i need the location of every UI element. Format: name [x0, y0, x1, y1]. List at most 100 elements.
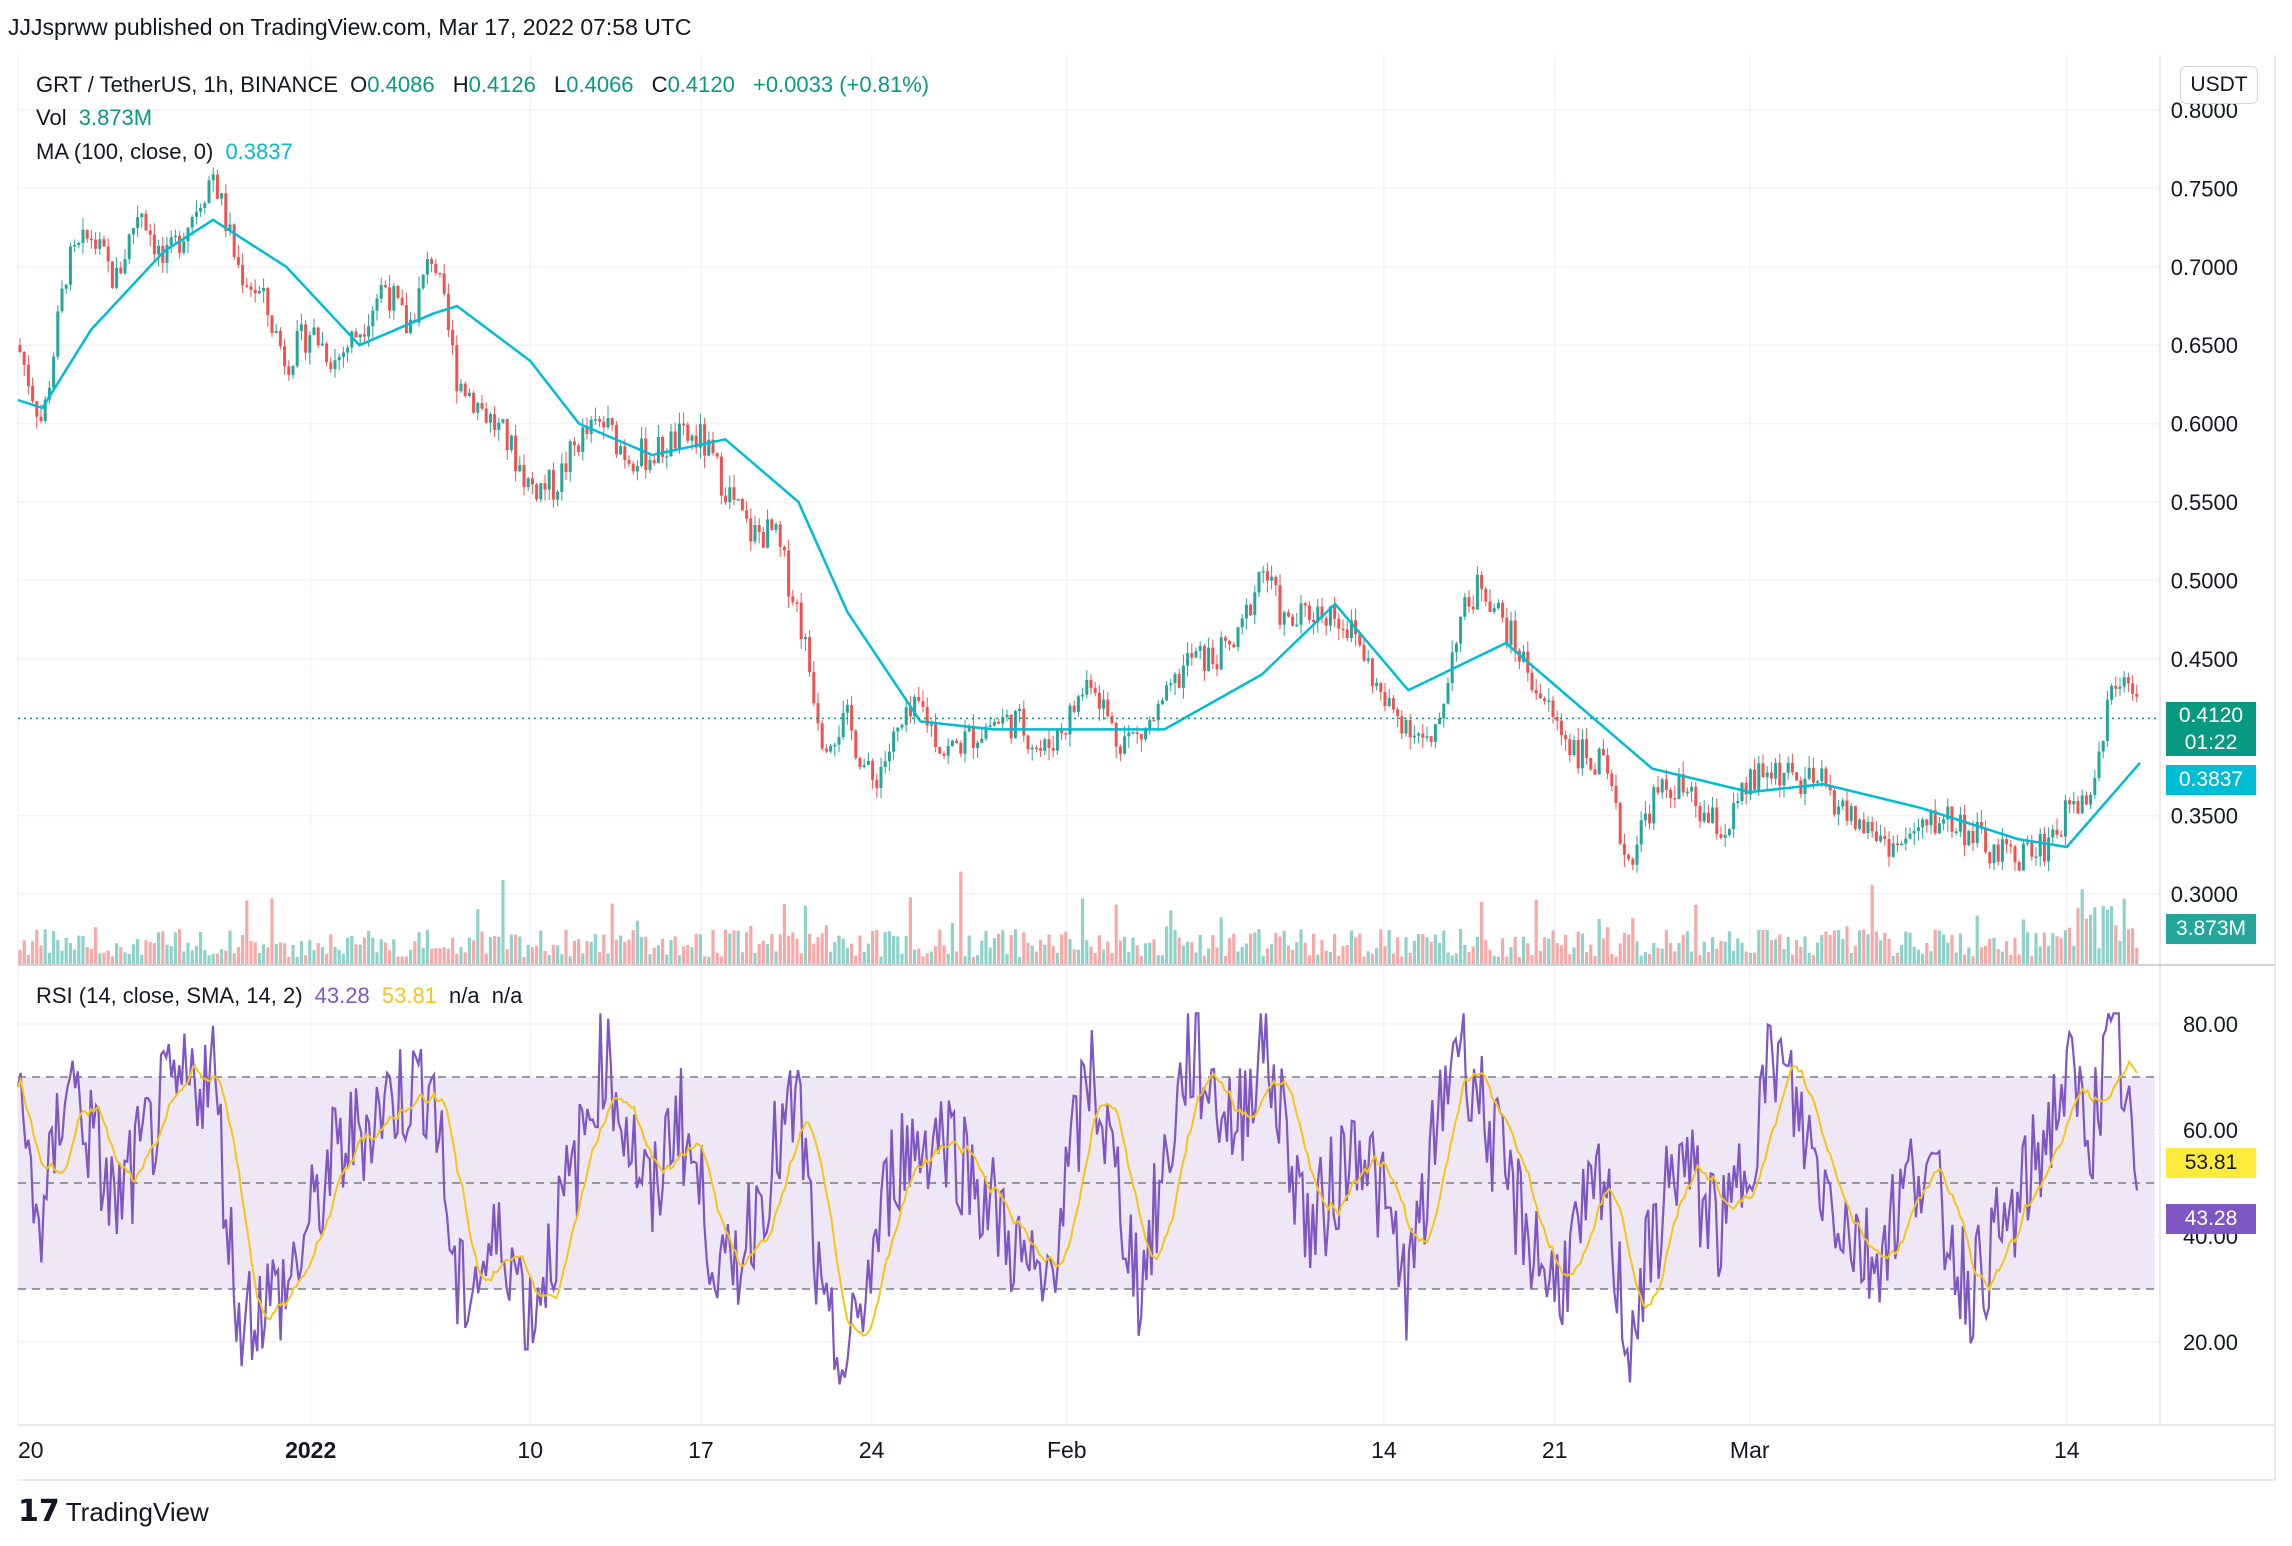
- volume-bar: [1631, 918, 1635, 965]
- candle-body: [102, 239, 106, 247]
- volume-bar: [199, 931, 203, 965]
- volume-bar: [115, 943, 119, 965]
- candle-body: [560, 463, 564, 492]
- volume-bar: [1383, 946, 1387, 965]
- volume-bar: [690, 947, 694, 965]
- volume-bar: [1354, 937, 1358, 965]
- candle-body: [144, 213, 148, 231]
- symbol-name[interactable]: GRT / TetherUS, 1h, BINANCE: [36, 72, 339, 97]
- volume-bar: [1005, 953, 1009, 965]
- candle-body: [1685, 791, 1689, 794]
- tradingview-logo[interactable]: 17 TradingView: [18, 1494, 209, 1529]
- ma-legend: MA (100, close, 0) 0.3837: [36, 139, 299, 165]
- candle-body: [694, 435, 698, 448]
- volume-bar: [140, 954, 144, 965]
- candle-body: [94, 239, 98, 249]
- volume-bar: [1753, 952, 1757, 965]
- candle-body: [2114, 685, 2118, 689]
- candle-body: [719, 456, 723, 496]
- volume-bar: [900, 953, 904, 965]
- volume-bar: [396, 956, 400, 965]
- candle-body: [299, 324, 303, 331]
- volume-bar: [1618, 943, 1622, 965]
- candle-body: [1963, 814, 1967, 846]
- candle-body: [1748, 769, 1752, 795]
- candle-body: [291, 366, 295, 375]
- volume-bar: [1858, 930, 1862, 965]
- volume-bar: [89, 949, 93, 965]
- candle-body: [1387, 697, 1391, 707]
- candle-body: [257, 291, 261, 294]
- candle-body: [1694, 786, 1698, 807]
- candle-body: [812, 672, 816, 704]
- candle-body: [648, 460, 652, 471]
- volume-bar: [442, 947, 446, 965]
- volume-bar: [1971, 956, 1975, 965]
- candle-body: [774, 524, 778, 530]
- volume-bar: [1194, 952, 1198, 965]
- volume-bar: [572, 941, 576, 965]
- candle-body: [1795, 772, 1799, 781]
- volume-bar: [497, 936, 501, 965]
- rsi-label[interactable]: RSI (14, close, SMA, 14, 2): [36, 983, 303, 1008]
- price-tick-label: 0.5000: [2171, 568, 2238, 593]
- ma-label[interactable]: MA (100, close, 0): [36, 139, 214, 164]
- volume-bar: [228, 930, 232, 965]
- candle-body: [1832, 790, 1836, 815]
- volume-bar: [119, 947, 123, 965]
- volume-bar: [1774, 939, 1778, 965]
- volume-bar: [1085, 940, 1089, 965]
- volume-bar: [1404, 937, 1408, 965]
- volume-bar: [56, 940, 60, 965]
- candle-body: [833, 744, 837, 747]
- candle-body: [1169, 683, 1173, 686]
- volume-bar: [652, 947, 656, 965]
- time-tick-label: 17: [688, 1437, 714, 1463]
- candle-body: [530, 478, 534, 485]
- volume-bar: [1706, 951, 1710, 965]
- time-tick-label: Mar: [1730, 1437, 1770, 1463]
- candle-body: [661, 436, 665, 457]
- candle-body: [39, 416, 43, 422]
- candle-body: [224, 193, 228, 231]
- volume-bar: [262, 944, 266, 965]
- volume-bar: [1585, 952, 1589, 965]
- volume-bar: [959, 871, 963, 965]
- volume-bar: [1660, 948, 1664, 965]
- candle-body: [215, 174, 219, 199]
- last-price-value: 0.4120: [2178, 704, 2244, 727]
- volume-bar: [845, 947, 849, 965]
- candle-body: [400, 297, 404, 306]
- volume-bar: [64, 937, 68, 965]
- volume-bar: [1219, 917, 1223, 965]
- candle-body: [1828, 785, 1832, 791]
- volume-bar: [203, 949, 207, 965]
- volume-bar: [1946, 942, 1950, 965]
- volume-label[interactable]: Vol: [36, 105, 67, 130]
- candle-body: [186, 227, 190, 242]
- ma-value: 0.3837: [225, 139, 293, 164]
- volume-bar: [631, 930, 635, 965]
- volume-bar: [316, 943, 320, 965]
- volume-bar: [480, 931, 484, 965]
- candle-body: [2135, 693, 2139, 697]
- volume-bar: [1261, 956, 1265, 965]
- time-tick-label: 24: [859, 1437, 885, 1463]
- candle-body: [110, 261, 114, 288]
- candle-body: [572, 441, 576, 446]
- volume-bar: [1316, 954, 1320, 965]
- candle-body: [1442, 703, 1446, 719]
- currency-button[interactable]: USDT: [2180, 66, 2258, 104]
- volume-bar: [404, 956, 408, 965]
- volume-bar: [522, 956, 526, 965]
- volume-bar: [1681, 934, 1685, 965]
- volume-bar: [1891, 955, 1895, 965]
- candle-body: [1698, 806, 1702, 822]
- candle-body: [442, 273, 446, 294]
- volume-bar: [904, 936, 908, 965]
- candle-body: [829, 745, 833, 752]
- volume-bar: [1803, 936, 1807, 965]
- time-tick-label: Feb: [1047, 1437, 1087, 1463]
